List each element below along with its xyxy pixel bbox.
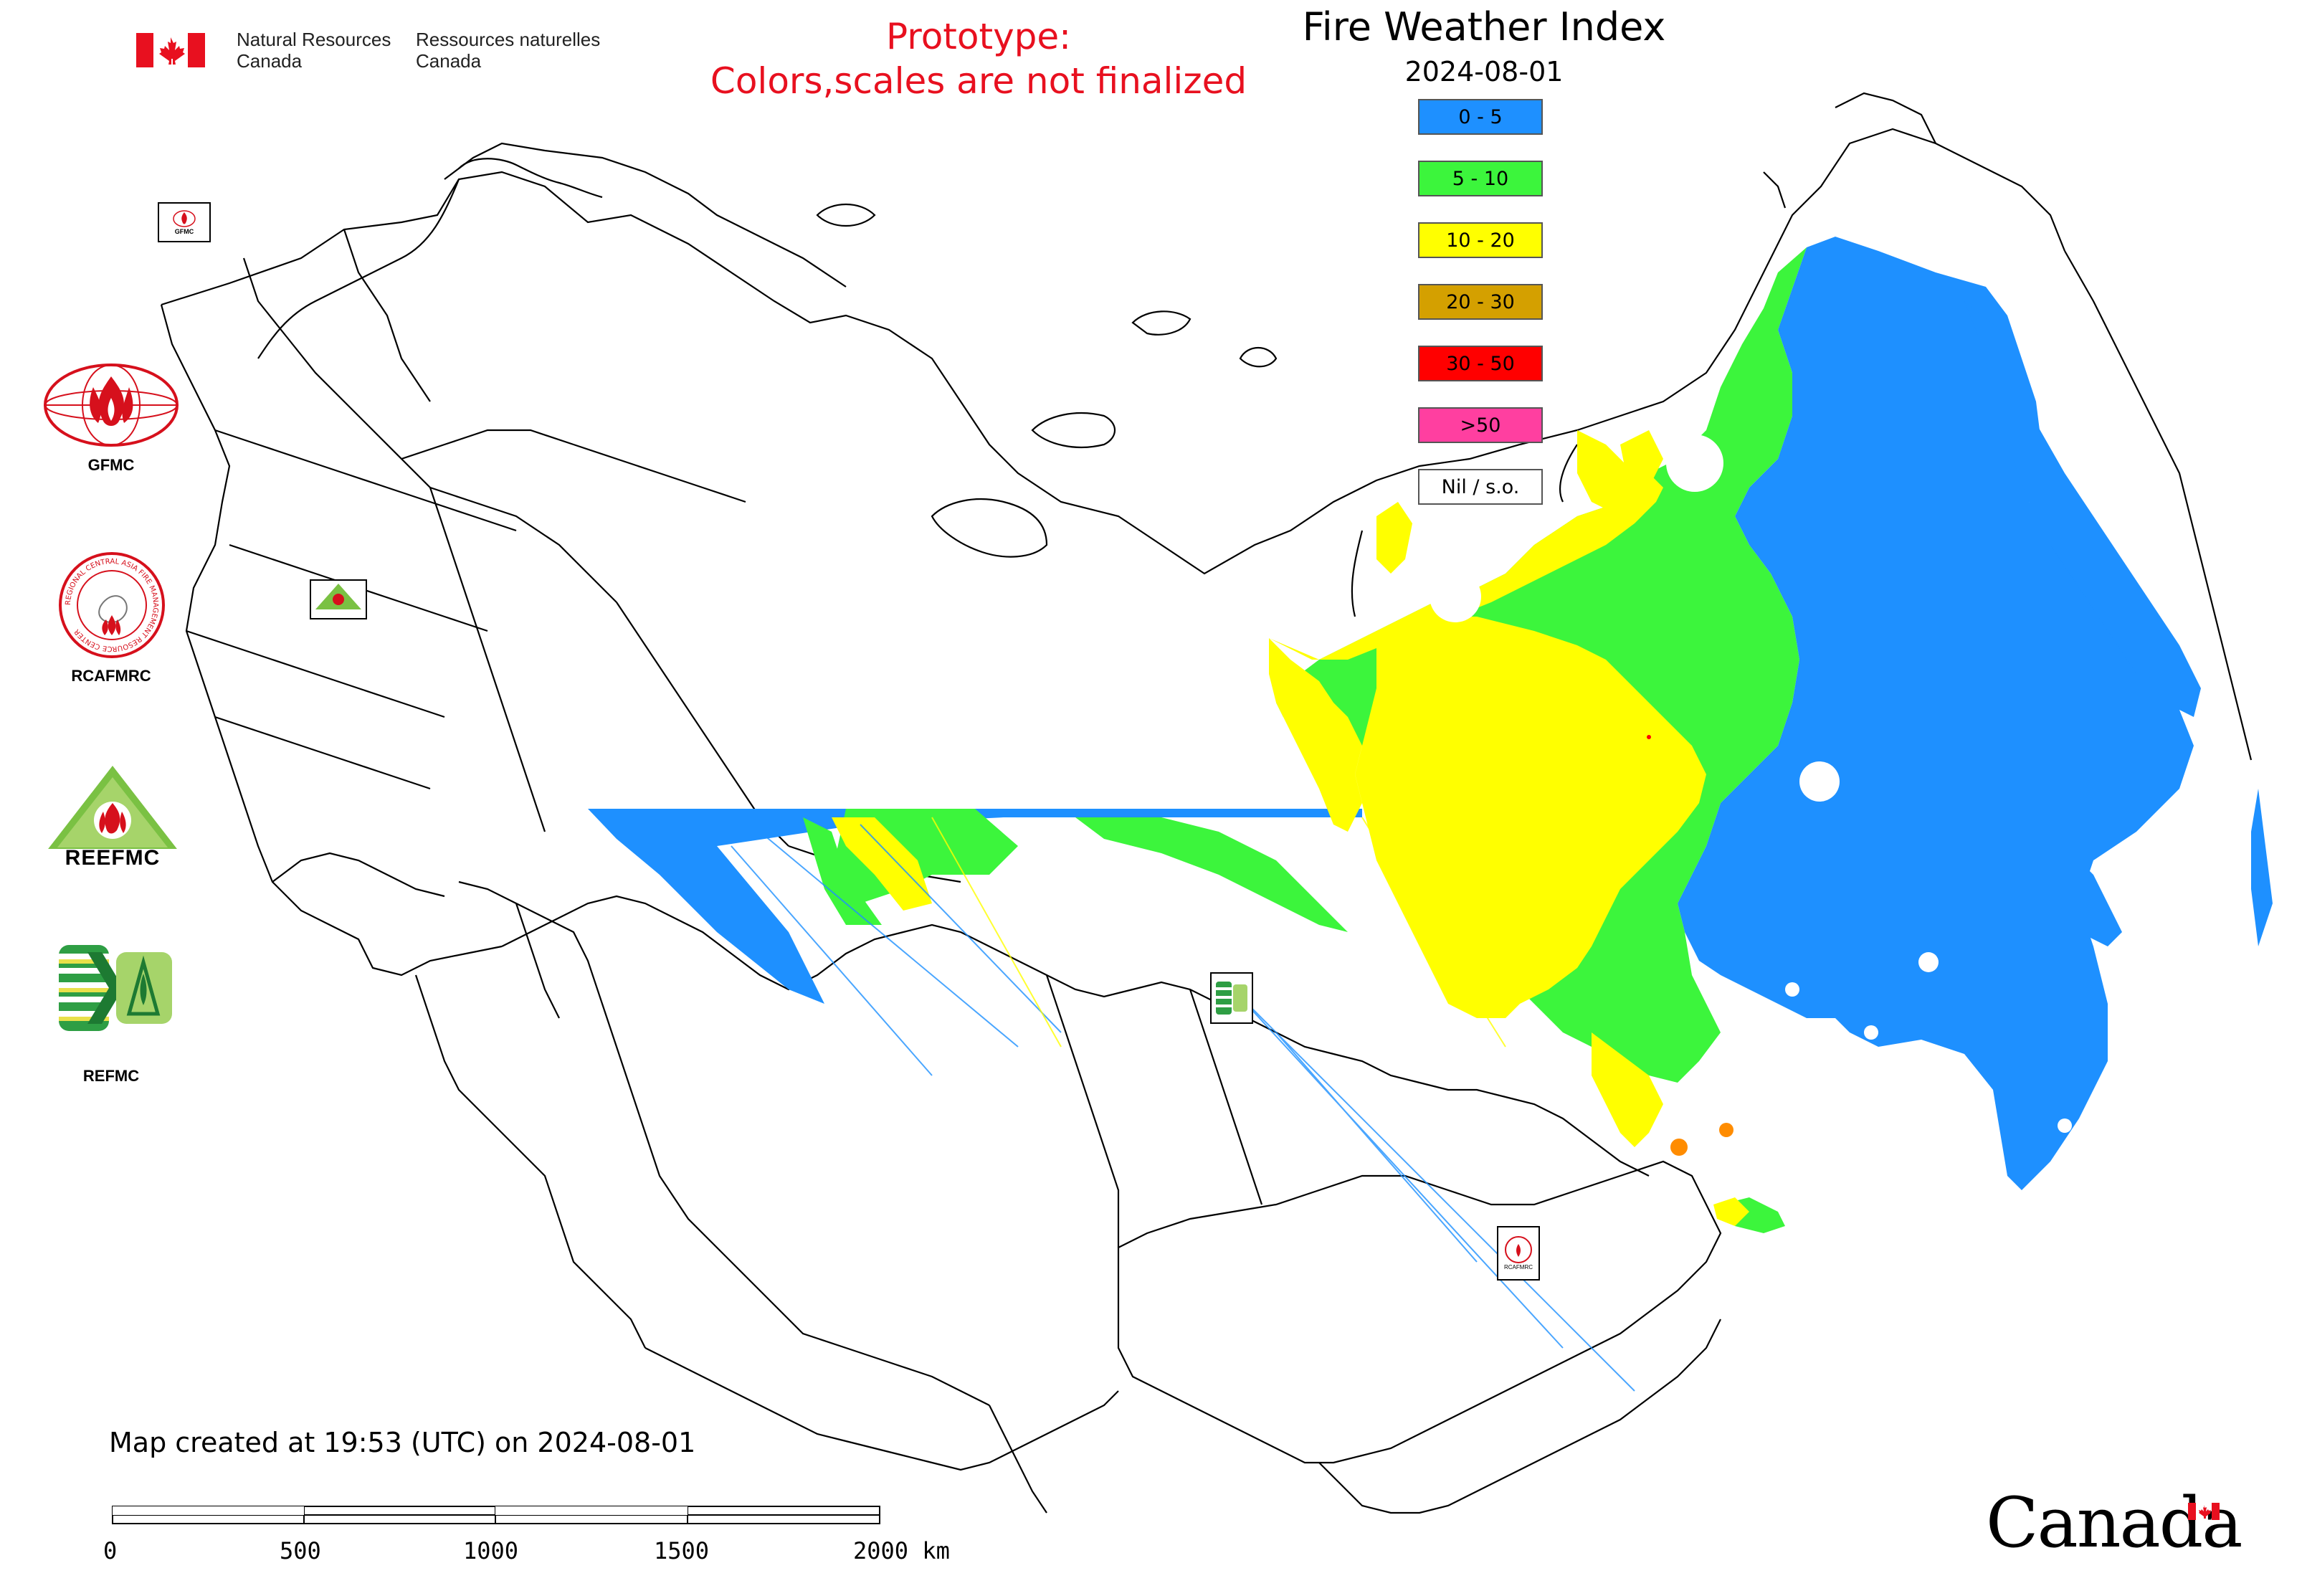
reefmc-label-text: REEFMC [65,846,161,870]
prototype-notice-line2: Colors,scales are not finalized [710,60,1247,102]
reefmc-label: REEFMC [37,846,188,870]
diagonal-streaks [731,824,1635,1392]
gov-canada-flag-icon [136,33,205,67]
scale-label-1500: 1500 [654,1537,710,1564]
yellow-streaks [931,817,1506,1048]
canada-wordmark-flag-icon [2188,1503,2220,1520]
legend-item-10-20: 10 - 20 [1418,222,1543,258]
nil-holes [1430,434,2072,1133]
legend-item-over-50: >50 [1418,407,1543,443]
legend-label: 30 - 50 [1446,352,1515,375]
region-boundaries [160,92,2253,1514]
dept-en-line1: Natural Resources [237,29,391,50]
legend-item-0-5: 0 - 5 [1418,99,1543,135]
gfmc-small-icon [173,210,196,227]
rcafmrc-small-label: RCAFMRC [1504,1264,1533,1270]
fwi-area-30-50 [1647,735,1651,739]
dept-en-line2: Canada [237,50,303,72]
scale-label-500: 500 [280,1537,321,1564]
fwi-area-0-5 [588,237,2273,1190]
legend-label: 10 - 20 [1446,229,1515,252]
legend-label: 0 - 5 [1458,105,1503,128]
gfmc-label: GFMC [87,456,135,474]
canada-wordmark: Canada [1986,1483,2244,1569]
scale-label-2000km: 2000 km [853,1537,950,1564]
canada-wordmark-text: Canada [1986,1483,2242,1563]
rcafmrc-logo: REGIONAL CENTRAL ASIA FIRE MANAGEMENT RE… [57,551,166,660]
dept-fr-line1: Ressources naturelles [416,29,601,50]
fwi-area-10-20 [832,430,1749,1226]
legend-item-nil: Nil / s.o. [1418,469,1543,505]
map-marker-rcafmrc: RCAFMRC [1497,1226,1540,1281]
rcafmrc-ring-text: REGIONAL CENTRAL ASIA FIRE MANAGEMENT RE… [65,558,159,652]
prototype-notice-line1: Prototype: [885,16,1072,57]
scale-label-1000: 1000 [463,1537,519,1564]
scale-bar [112,1506,880,1524]
map-marker-gfmc: GFMC [158,202,211,242]
refmc-logo [59,945,173,1031]
dept-fr-line2: Canada [416,50,482,72]
fwi-area-20-30 [1670,1123,1733,1156]
department-name-french: Ressources naturelles Canada [416,29,600,72]
gfmc-logo [39,362,183,462]
reefmc-logo [37,766,188,873]
legend-label: >50 [1460,414,1501,437]
refmc-label: REFMC [82,1067,140,1085]
scale-label-0: 0 [103,1537,118,1564]
map-marker-refmc [1210,972,1253,1024]
prototype-notice: Prototype: Colors,scales are not finaliz… [638,14,1319,103]
department-name-english: Natural Resources Canada [237,29,391,72]
map-date: 2024-08-01 [1404,56,1564,87]
legend-item-20-30: 20 - 30 [1418,284,1543,320]
gfmc-small-label: GFMC [174,228,194,235]
map-title: Fire Weather Index [1302,4,1666,49]
legend-label: 5 - 10 [1452,167,1509,190]
legend-label: Nil / s.o. [1441,475,1520,498]
rcafmrc-label: RCAFMRC [71,667,151,685]
svg-text:REGIONAL CENTRAL ASIA FIRE MAN: REGIONAL CENTRAL ASIA FIRE MANAGEMENT RE… [65,558,159,652]
legend-item-30-50: 30 - 50 [1418,346,1543,381]
legend-item-5-10: 5 - 10 [1418,161,1543,196]
map-created-text: Map created at 19:53 (UTC) on 2024-08-01 [109,1427,696,1458]
legend-label: 20 - 30 [1446,290,1515,313]
map-marker-reefmc [310,579,367,619]
